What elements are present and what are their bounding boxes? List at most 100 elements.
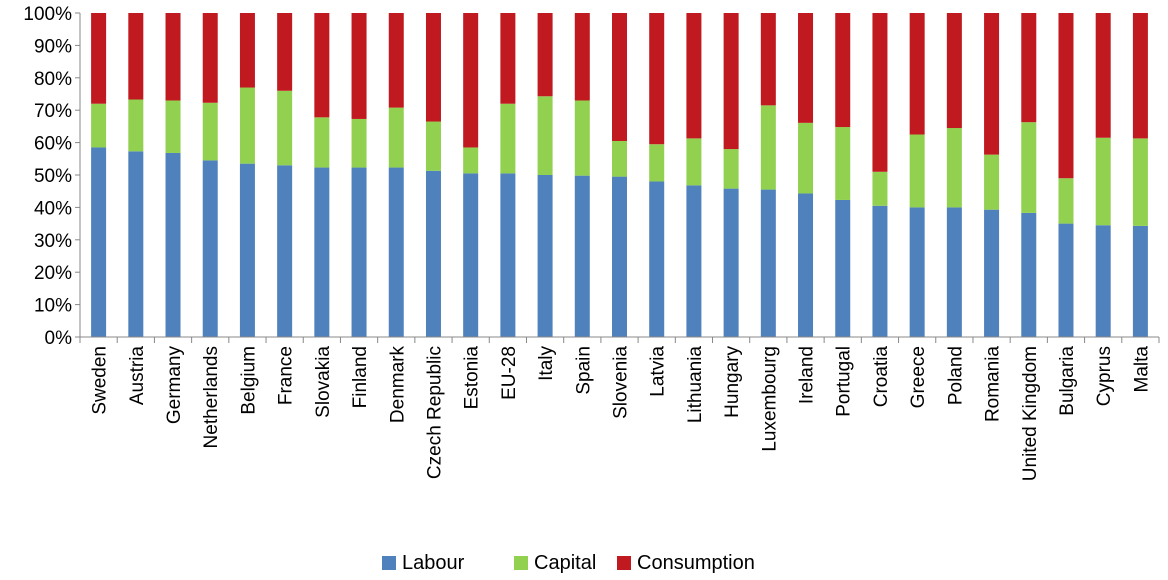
bar-consumption-16 [686, 13, 702, 139]
bar-capital-28 [1132, 138, 1148, 226]
bar-capital-22 [909, 134, 925, 208]
x-tick-label: Slovakia [313, 346, 334, 418]
bar-capital-17 [723, 149, 739, 189]
bar-capital-14 [612, 140, 627, 177]
x-tick-label: Belgium [238, 346, 259, 415]
x-tick-label: Luxembourg [759, 346, 780, 452]
bar-capital-1 [128, 99, 144, 152]
bar-consumption-8 [388, 13, 404, 108]
bar-capital-19 [798, 122, 814, 194]
y-ticks-group: 0% 10% 20% 30% 40% 50% 60% 70% 80% 90% 100% [23, 4, 80, 349]
x-tick-label: Croatia [871, 346, 892, 408]
bar-consumption-9 [425, 13, 441, 122]
bar-consumption-15 [649, 13, 665, 145]
x-tick-label: Poland [945, 346, 966, 405]
bar-consumption-25 [1021, 13, 1037, 123]
bar-capital-27 [1095, 137, 1111, 226]
bar-consumption-17 [723, 13, 739, 150]
x-tick-label: Romania [983, 346, 1004, 422]
x-tick-label: Estonia [462, 346, 483, 410]
bar-capital-6 [314, 117, 330, 168]
bar-capital-10 [463, 147, 479, 174]
x-tick-label: Portugal [834, 346, 855, 417]
bar-labour-26 [1058, 223, 1074, 337]
bar-labour-11 [500, 173, 516, 337]
x-tick-label: Austria [127, 346, 148, 406]
bar-consumption-12 [537, 13, 553, 97]
bar-labour-28 [1132, 225, 1148, 337]
bar-labour-27 [1095, 225, 1111, 337]
bar-capital-12 [537, 96, 553, 175]
bar-labour-25 [1021, 212, 1037, 337]
bar-labour-22 [909, 207, 925, 337]
bar-capital-13 [574, 100, 590, 176]
bar-capital-9 [425, 121, 441, 171]
x-tick-label: Italy [536, 346, 557, 381]
y-tick-label: 20% [34, 263, 72, 284]
y-tick-label: 80% [34, 69, 72, 90]
bar-consumption-19 [798, 13, 814, 123]
x-tick-label: Sweden [90, 346, 111, 415]
x-tick-label: Finland [350, 346, 371, 408]
bar-labour-15 [649, 181, 665, 337]
bar-capital-16 [686, 138, 702, 186]
bar-consumption-10 [463, 13, 479, 148]
y-tick-label: 10% [34, 296, 72, 317]
bar-capital-18 [760, 105, 776, 190]
legend-swatch-labour [382, 556, 396, 570]
bar-capital-2 [165, 100, 181, 153]
x-tick-label: Czech Republic [424, 346, 445, 479]
bar-capital-15 [649, 144, 665, 182]
bar-capital-0 [91, 103, 107, 148]
bar-labour-24 [984, 209, 1000, 337]
y-tick-label: 70% [34, 101, 72, 122]
x-tick-label: Netherlands [201, 346, 222, 448]
x-tick-label: Latvia [648, 346, 669, 397]
bar-consumption-21 [872, 13, 888, 172]
y-tick-label: 60% [34, 134, 72, 155]
bar-labour-21 [872, 205, 888, 337]
bar-consumption-13 [574, 13, 590, 101]
bar-consumption-5 [277, 13, 293, 91]
bars-group [91, 13, 1148, 337]
x-tick-label: Cyprus [1094, 346, 1115, 406]
bar-consumption-11 [500, 13, 516, 104]
bar-capital-26 [1058, 178, 1074, 224]
bar-labour-14 [612, 176, 627, 337]
bar-labour-20 [835, 199, 851, 337]
bar-consumption-23 [946, 13, 962, 129]
bar-labour-1 [128, 151, 144, 337]
legend-label-consumption: Consumption [637, 552, 755, 574]
legend-swatch-consumption [617, 556, 631, 570]
bar-labour-4 [239, 163, 255, 337]
legend-swatch-capital [514, 556, 528, 570]
bar-capital-23 [946, 128, 962, 208]
bar-capital-4 [239, 87, 255, 164]
y-tick-label: 90% [34, 36, 72, 57]
bar-consumption-4 [239, 13, 255, 88]
bar-capital-3 [202, 102, 218, 161]
bar-consumption-18 [760, 13, 776, 106]
x-tick-label: France [276, 346, 297, 405]
bar-labour-19 [798, 193, 814, 337]
bar-consumption-27 [1095, 13, 1111, 138]
bar-capital-7 [351, 118, 367, 168]
bar-labour-2 [165, 152, 181, 337]
bar-labour-9 [425, 170, 441, 337]
x-tick-label: Greece [908, 346, 929, 408]
x-tick-label: EU-28 [499, 346, 520, 400]
bar-capital-25 [1021, 122, 1037, 213]
bar-labour-16 [686, 185, 702, 337]
bar-consumption-6 [314, 13, 330, 118]
x-tick-label: United Kingdom [1020, 346, 1041, 481]
y-tick-label: 30% [34, 231, 72, 252]
bar-capital-24 [984, 154, 1000, 210]
bar-labour-13 [574, 175, 590, 337]
x-tick-label: Germany [164, 346, 185, 425]
bar-consumption-7 [351, 13, 367, 119]
legend-label-capital: Capital [534, 552, 596, 574]
bar-capital-20 [835, 127, 851, 200]
bar-consumption-28 [1132, 13, 1148, 139]
bar-consumption-2 [165, 13, 181, 101]
